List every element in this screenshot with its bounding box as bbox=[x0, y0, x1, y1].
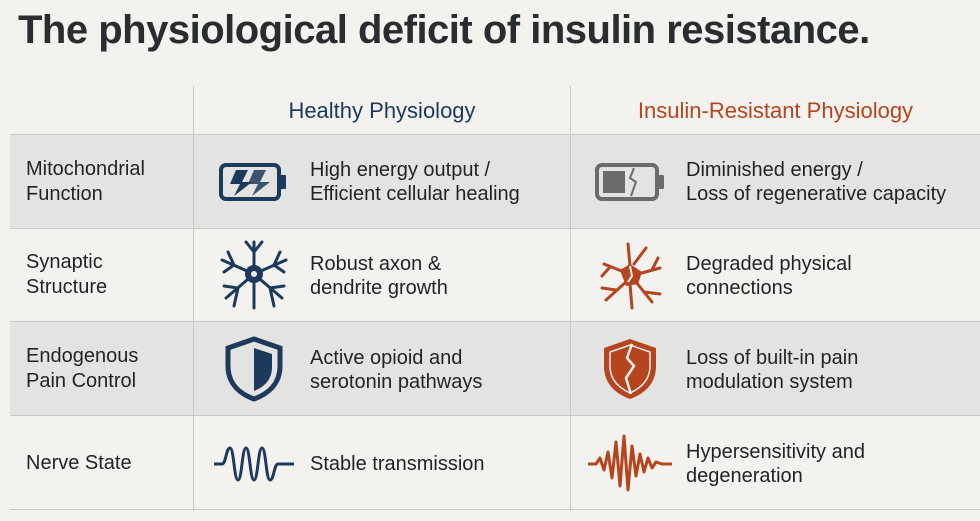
table-row bbox=[10, 321, 980, 415]
smooth-wave-icon bbox=[212, 442, 296, 491]
row-label-endogenous-pain-control: Endogenous Pain Control bbox=[26, 345, 139, 392]
column-divider bbox=[193, 86, 194, 511]
shield-icon bbox=[224, 336, 284, 407]
resistant-nerve-state-description: Hypersensitivity and degeneration bbox=[686, 441, 865, 487]
resistant-pain-control-description: Loss of built-in pain modulation system bbox=[686, 347, 859, 393]
resistant-synaptic-description: Degraded physical connections bbox=[686, 253, 852, 299]
neuron-icon bbox=[214, 236, 294, 317]
healthy-nerve-state-description: Stable transmission bbox=[310, 453, 485, 475]
healthy-synaptic-description: Robust axon & dendrite growth bbox=[310, 253, 448, 299]
healthy-mitochondrial-description: High energy output / Efficient cellular … bbox=[310, 159, 520, 205]
damaged-neuron-icon bbox=[590, 236, 670, 317]
broken-battery-icon bbox=[594, 162, 666, 207]
column-header-healthy: Healthy Physiology bbox=[288, 98, 476, 123]
row-divider bbox=[10, 228, 980, 229]
cracked-shield-icon bbox=[600, 336, 660, 407]
erratic-wave-icon bbox=[586, 428, 674, 501]
charging-battery-icon bbox=[218, 162, 290, 207]
row-divider bbox=[10, 415, 980, 416]
row-label-nerve-state: Nerve State bbox=[26, 452, 132, 474]
row-divider bbox=[10, 509, 980, 510]
healthy-pain-control-description: Active opioid and serotonin pathways bbox=[310, 347, 483, 393]
resistant-mitochondrial-description: Diminished energy / Loss of regenerative… bbox=[686, 159, 947, 205]
table-row bbox=[10, 134, 980, 228]
column-header-insulin-resistant: Insulin-Resistant Physiology bbox=[637, 98, 914, 123]
row-label-synaptic-structure: Synaptic Structure bbox=[26, 251, 108, 298]
row-divider bbox=[10, 134, 980, 135]
column-divider bbox=[570, 86, 571, 511]
comparison-table: Healthy Physiology Insulin-Resistant Phy… bbox=[10, 86, 980, 511]
page-title: The physiological deficit of insulin res… bbox=[18, 8, 870, 52]
row-label-mitochondrial-function: Mitochondrial Function bbox=[26, 158, 145, 205]
row-divider bbox=[10, 321, 980, 322]
